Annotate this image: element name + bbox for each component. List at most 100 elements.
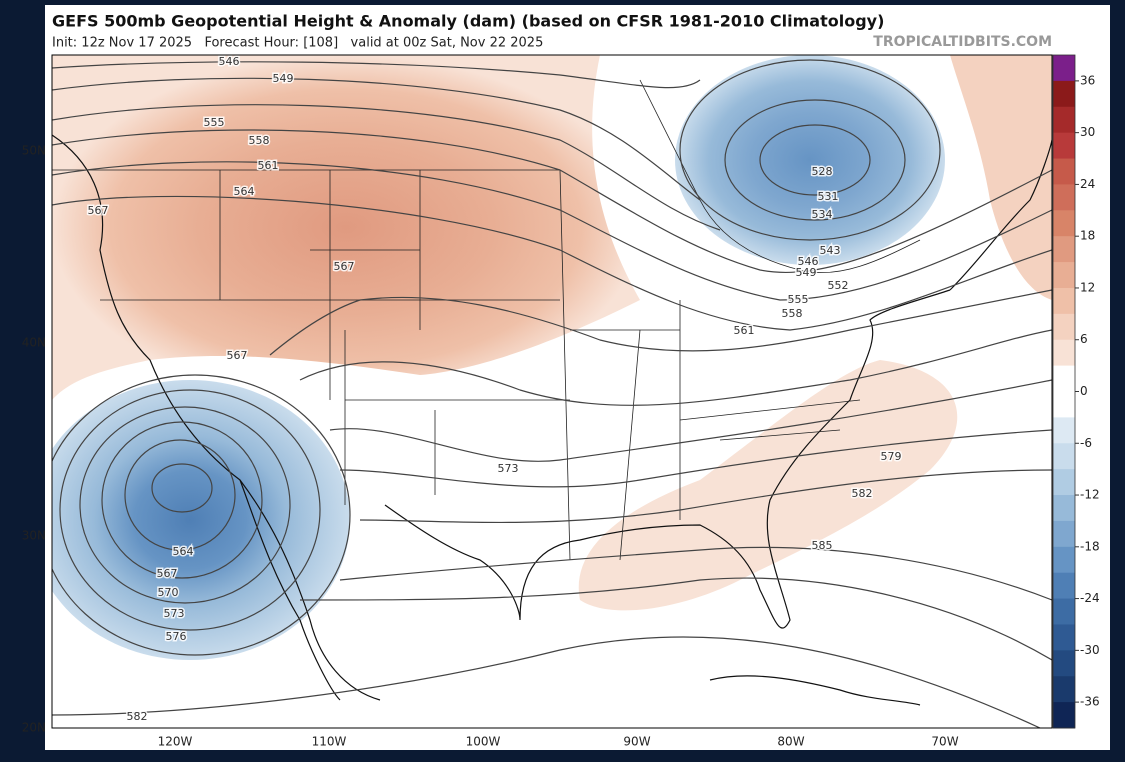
contour-label: 573	[164, 607, 185, 620]
colorbar-tick-label: -36	[1080, 695, 1100, 709]
negative-anomaly	[675, 55, 945, 265]
contour-label: 567	[227, 349, 248, 362]
longitude-label: 100W	[466, 735, 501, 749]
contour-label: 546	[219, 55, 240, 68]
colorbar-band	[1053, 80, 1075, 108]
contour-label: 567	[157, 567, 178, 580]
colorbar-band	[1053, 313, 1075, 341]
contour-label: 567	[334, 260, 355, 273]
contour-label: 531	[818, 190, 839, 203]
contour-label: 573	[498, 462, 519, 475]
colorbar-tick-label: -30	[1080, 643, 1100, 657]
positive-anomaly	[52, 55, 640, 400]
contour-label: 585	[812, 539, 833, 552]
watermark: TROPICALTIDBITS.COM	[873, 34, 1052, 50]
contour-label: 549	[796, 266, 817, 279]
contour-label: 555	[788, 293, 809, 306]
axes: 50N 40N 30N 20N 120W 110W 100W 90W 80W 70W	[22, 144, 959, 749]
cuba	[709, 675, 921, 706]
contour-label: 576	[166, 630, 187, 643]
colorbar-band	[1053, 365, 1075, 392]
coastline	[949, 139, 1052, 291]
longitude-label: 80W	[777, 735, 804, 749]
title: GEFS 500mb Geopotential Height & Anomaly…	[52, 12, 884, 31]
contour-label: 558	[249, 134, 270, 147]
colorbar-band	[1053, 262, 1075, 289]
contour-label: 552	[828, 279, 849, 292]
colorbar-band	[1053, 572, 1075, 600]
colorbar-band	[1053, 520, 1075, 548]
contour-label: 582	[127, 710, 148, 723]
colorbar: 36 30 24 18 12 6 0 -6 -12 -18 -24 -30 -36	[1052, 54, 1100, 729]
colorbar-band	[1053, 417, 1075, 444]
colorbar-band	[1053, 624, 1075, 651]
coastline	[52, 134, 381, 701]
contour-label: 561	[258, 159, 279, 172]
colorbar-tick-label: 36	[1080, 73, 1095, 87]
colorbar-band	[1053, 132, 1075, 160]
longitude-label: 90W	[623, 735, 650, 749]
longitude-label: 70W	[931, 735, 958, 749]
colorbar-band	[1053, 55, 1075, 82]
colorbar-band	[1053, 676, 1075, 703]
contour-label: 549	[273, 72, 294, 85]
coastline	[239, 479, 341, 701]
contour-labels: 5465495555585615645675675675735795825855…	[86, 55, 903, 725]
height-contours	[52, 59, 1052, 728]
colorbar-band	[1053, 702, 1075, 729]
colorbar-band	[1053, 495, 1075, 522]
contour-label: 558	[782, 307, 803, 320]
colorbar-tick-label: 0	[1080, 384, 1088, 398]
coastline	[384, 289, 951, 629]
colorbar-band	[1053, 650, 1075, 677]
colorbar-tick-label: 30	[1080, 125, 1095, 139]
contour-label: 528	[812, 165, 833, 178]
contour-label: 579	[881, 450, 902, 463]
colorbar-tick-label: 6	[1080, 332, 1088, 346]
contour-label: 546	[798, 255, 819, 268]
colorbar-band	[1053, 287, 1075, 315]
colorbar-tick-label: -6	[1080, 436, 1092, 450]
colorbar-band	[1053, 598, 1075, 625]
colorbar-band	[1053, 546, 1075, 574]
contour-label: 555	[204, 116, 225, 129]
contour-label: 570	[158, 586, 179, 599]
colorbar-tick-label: 24	[1080, 177, 1095, 191]
colorbar-band	[1053, 210, 1075, 237]
longitude-label: 120W	[158, 735, 193, 749]
colorbar-band	[1053, 469, 1075, 496]
contour-label: 567	[88, 204, 109, 217]
colorbar-tick-label: 18	[1080, 229, 1095, 243]
positive-anomaly	[578, 360, 958, 611]
latitude-label: 20N	[22, 721, 46, 735]
latitude-label: 50N	[22, 144, 46, 158]
state-border	[52, 169, 861, 561]
colorbar-tick-label: 12	[1080, 280, 1095, 294]
colorbar-band	[1053, 236, 1075, 263]
contour-label: 561	[734, 324, 755, 337]
contour-label: 543	[820, 244, 841, 257]
map-area: 5465495555585615645675675675735795825855…	[52, 55, 1052, 728]
longitude-label: 110W	[312, 735, 347, 749]
contour-label: 582	[852, 487, 873, 500]
colorbar-band	[1053, 443, 1075, 470]
subtitle: Init: 12z Nov 17 2025 Forecast Hour: [10…	[52, 36, 543, 51]
colorbar-tick-label: -24	[1080, 591, 1100, 605]
colorbar-band	[1053, 158, 1075, 185]
colorbar-band	[1053, 106, 1075, 134]
negative-anomaly	[52, 380, 350, 660]
colorbar-band	[1053, 184, 1075, 211]
contour-label: 564	[173, 545, 194, 558]
colorbar-band	[1053, 391, 1075, 418]
positive-anomaly	[950, 55, 1052, 300]
map-frame	[51, 54, 1053, 729]
border	[639, 79, 921, 274]
colorbar-tick-label: -18	[1080, 539, 1100, 553]
contour-label: 534	[812, 208, 833, 221]
contour-label: 564	[234, 185, 255, 198]
colorbar-tick-label: -12	[1080, 488, 1100, 502]
colorbar-band	[1053, 339, 1075, 367]
latitude-label: 40N	[22, 336, 46, 350]
